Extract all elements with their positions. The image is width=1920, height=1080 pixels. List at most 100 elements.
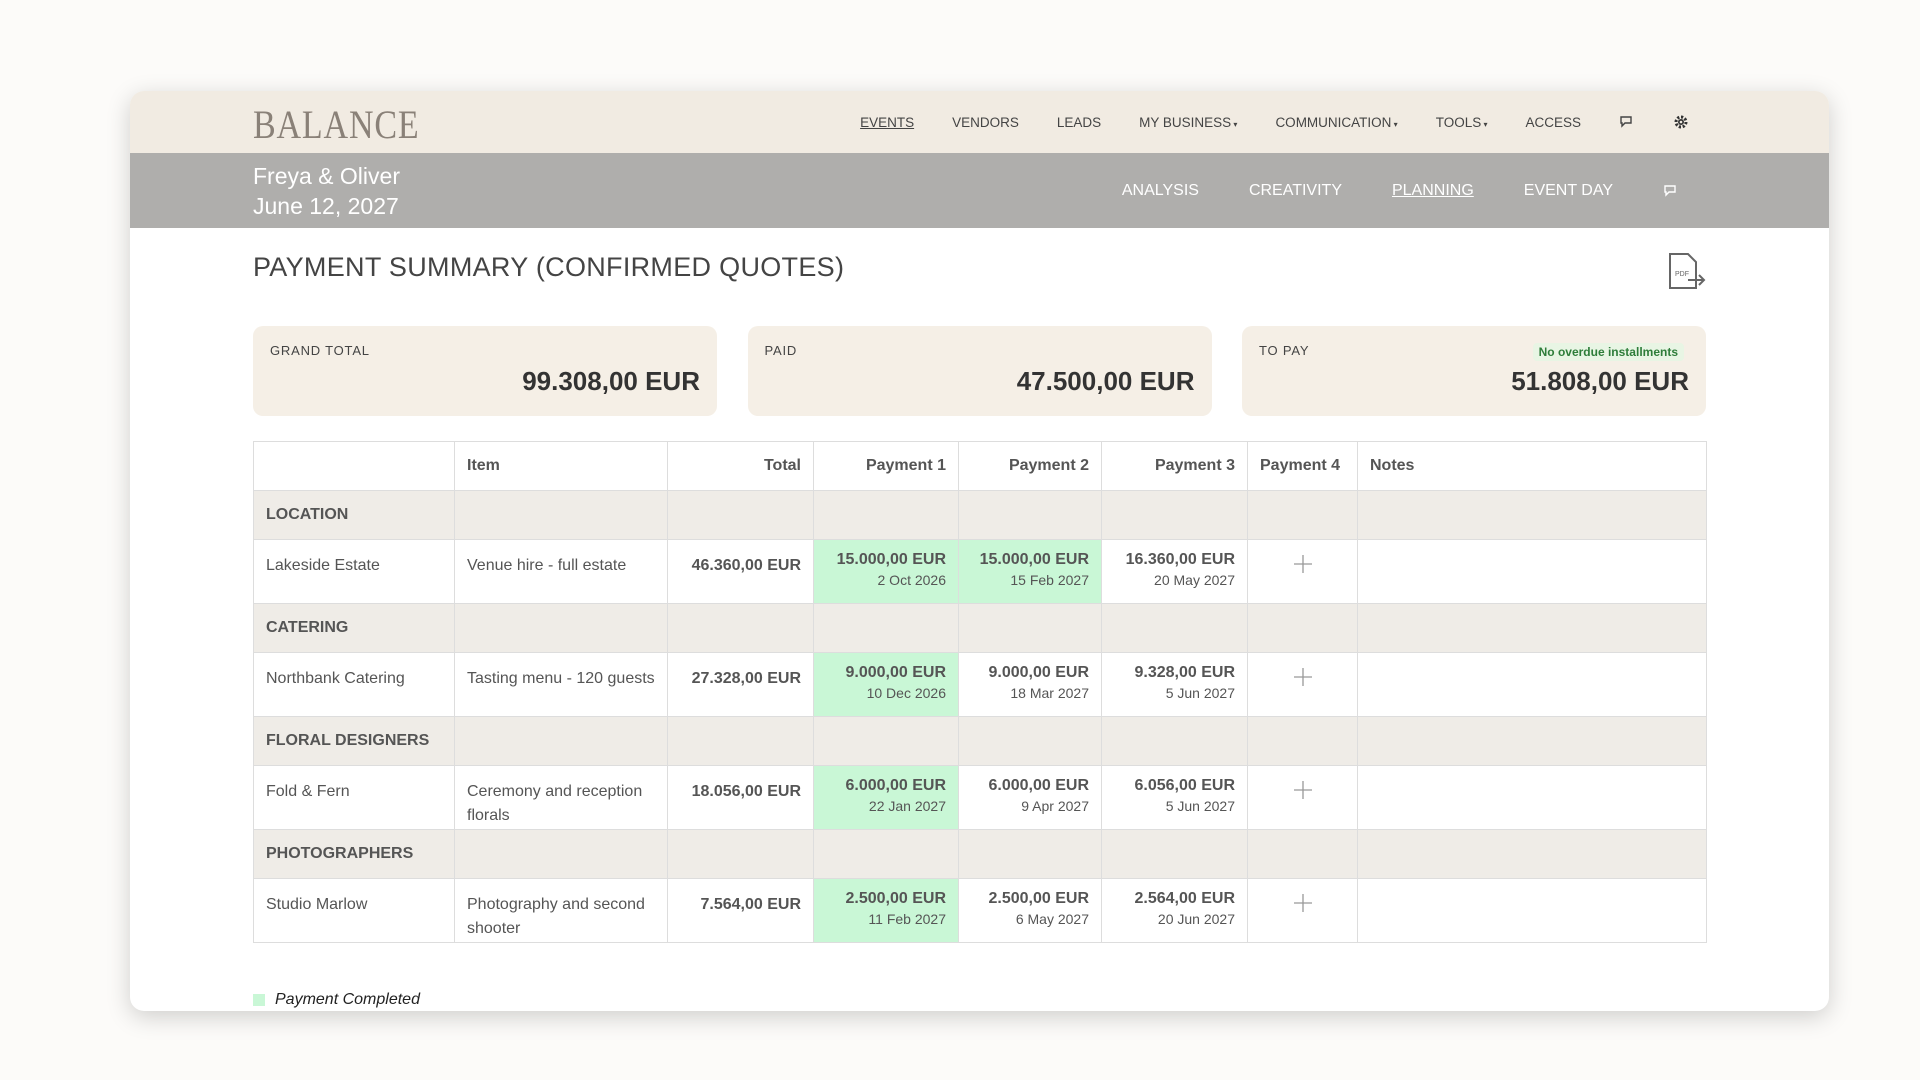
legend-label: Payment Completed bbox=[275, 991, 420, 1008]
empty-cell bbox=[1357, 490, 1707, 540]
empty-cell bbox=[667, 829, 814, 879]
payment-amount: 9.328,00 EUR bbox=[1134, 664, 1235, 681]
empty-cell bbox=[958, 603, 1102, 653]
item-row: Lakeside Estate Venue hire - full estate 4… bbox=[253, 539, 1707, 604]
item-row: Fold & Fern Ceremony and reception floral… bbox=[253, 765, 1707, 830]
payment-cell: 2.500,00 EUR 11 Feb 2027 bbox=[813, 878, 959, 943]
payment-amount: 6.056,00 EUR bbox=[1134, 777, 1235, 794]
add-payment[interactable] bbox=[1247, 652, 1358, 717]
payment-amount: 9.000,00 EUR bbox=[845, 664, 946, 681]
pdf-export[interactable]: PDF bbox=[1666, 252, 1708, 292]
empty-cell bbox=[1247, 603, 1358, 653]
plus-icon[interactable] bbox=[1293, 893, 1313, 913]
payment-amount: 2.564,00 EUR bbox=[1134, 890, 1235, 907]
total-cell: 18.056,00 EUR bbox=[667, 765, 814, 830]
summary-card: GRAND TOTAL 99.308,00 EUR bbox=[253, 326, 717, 416]
payment-cell: 2.564,00 EUR 20 Jun 2027 bbox=[1101, 878, 1248, 943]
payment-cell: 9.000,00 EUR 10 Dec 2026 bbox=[813, 652, 959, 717]
sub-nav-item[interactable]: ANALYSIS bbox=[1121, 181, 1199, 199]
notes-cell[interactable] bbox=[1357, 765, 1707, 830]
empty-cell bbox=[958, 829, 1102, 879]
payment-date: 9 Apr 2027 bbox=[1021, 798, 1089, 814]
payment-amount: 6.000,00 EUR bbox=[988, 777, 1089, 794]
payment-cell: 6.000,00 EUR 22 Jan 2027 bbox=[813, 765, 959, 830]
empty-cell bbox=[454, 603, 668, 653]
nav-item[interactable]: VENDORS bbox=[952, 114, 1019, 130]
group-name: FLORAL DESIGNERS bbox=[253, 716, 455, 766]
add-payment[interactable] bbox=[1247, 878, 1358, 943]
payment-cell: 16.360,00 EUR 20 May 2027 bbox=[1101, 539, 1248, 604]
empty-cell bbox=[454, 490, 668, 540]
nav-item[interactable]: EVENTS bbox=[860, 114, 915, 130]
empty-cell bbox=[1247, 490, 1358, 540]
payment-date: 20 Jun 2027 bbox=[1157, 911, 1235, 927]
summary-label: GRAND TOTAL bbox=[270, 343, 370, 358]
chat-icon[interactable] bbox=[1663, 183, 1679, 199]
nav-item[interactable]: ACCESS bbox=[1525, 114, 1581, 130]
vendor-cell: Lakeside Estate bbox=[253, 539, 455, 604]
payment-cell: 6.000,00 EUR 9 Apr 2027 bbox=[958, 765, 1102, 830]
payment-date: 5 Jun 2027 bbox=[1165, 685, 1235, 701]
nav-item[interactable]: COMMUNICATION ▾ bbox=[1275, 114, 1398, 130]
sub-nav-item[interactable]: CREATIVITY bbox=[1248, 181, 1342, 199]
nav-item[interactable]: LEADS bbox=[1056, 114, 1102, 130]
summary-card: PAID 47.500,00 EUR bbox=[747, 326, 1212, 416]
notes-cell[interactable] bbox=[1357, 878, 1707, 943]
header-cell bbox=[253, 441, 455, 491]
sub-nav-item[interactable]: EVENT DAY bbox=[1523, 181, 1613, 199]
sub-nav-item[interactable]: PLANNING bbox=[1391, 181, 1474, 199]
empty-cell bbox=[1101, 716, 1248, 766]
group-row: LOCATION bbox=[253, 490, 1707, 540]
payment-date: 2 Oct 2026 bbox=[877, 572, 947, 588]
empty-cell bbox=[667, 603, 814, 653]
group-name: CATERING bbox=[253, 603, 455, 653]
empty-cell bbox=[667, 490, 814, 540]
notes-cell[interactable] bbox=[1357, 652, 1707, 717]
page-title: PAYMENT SUMMARY (CONFIRMED QUOTES) bbox=[253, 252, 845, 282]
summary-value: 47.500,00 EUR bbox=[1016, 366, 1195, 396]
chat-icon[interactable] bbox=[1619, 114, 1635, 130]
group-row: FLORAL DESIGNERS bbox=[253, 716, 1707, 766]
payment-amount: 2.500,00 EUR bbox=[988, 890, 1089, 907]
payment-date: 18 Mar 2027 bbox=[1010, 685, 1089, 701]
empty-cell bbox=[1247, 829, 1358, 879]
header-cell: Payment 1 bbox=[813, 441, 959, 491]
payment-table: Item Total Payment 1 Payment 2 Payment 3 Paym… bbox=[253, 441, 1707, 943]
empty-cell bbox=[813, 603, 959, 653]
gear-icon[interactable] bbox=[1673, 114, 1689, 130]
event-name: Freya & Oliver bbox=[253, 163, 400, 189]
header-cell: Total bbox=[667, 441, 814, 491]
empty-cell bbox=[454, 716, 668, 766]
item-row: Northbank Catering Tasting menu - 120 gue… bbox=[253, 652, 1707, 717]
payment-amount: 15.000,00 EUR bbox=[979, 551, 1089, 568]
payment-date: 6 May 2027 bbox=[1015, 911, 1089, 927]
plus-icon[interactable] bbox=[1293, 780, 1313, 800]
svg-text:PDF: PDF bbox=[1675, 271, 1689, 278]
payment-cell: 15.000,00 EUR 2 Oct 2026 bbox=[813, 539, 959, 604]
empty-cell bbox=[958, 490, 1102, 540]
summary-card: TO PAY 51.808,00 EUR No overdue installmen… bbox=[1242, 326, 1706, 416]
plus-icon[interactable] bbox=[1293, 667, 1313, 687]
empty-cell bbox=[1101, 490, 1248, 540]
event-info: Freya & Oliver June 12, 2027 bbox=[253, 161, 400, 221]
empty-cell bbox=[454, 829, 668, 879]
logo[interactable]: BALANCE bbox=[253, 102, 420, 147]
empty-cell bbox=[1247, 716, 1358, 766]
notes-cell[interactable] bbox=[1357, 539, 1707, 604]
header-cell: Payment 3 bbox=[1101, 441, 1248, 491]
nav-item[interactable]: TOOLS ▾ bbox=[1435, 114, 1488, 130]
empty-cell bbox=[958, 716, 1102, 766]
add-payment[interactable] bbox=[1247, 765, 1358, 830]
payment-cell: 15.000,00 EUR 15 Feb 2027 bbox=[958, 539, 1102, 604]
payment-cell: 6.056,00 EUR 5 Jun 2027 bbox=[1101, 765, 1248, 830]
vendor-cell: Studio Marlow bbox=[253, 878, 455, 943]
payment-date: 11 Feb 2027 bbox=[868, 911, 946, 927]
nav-item[interactable]: MY BUSINESS ▾ bbox=[1139, 114, 1238, 130]
plus-icon[interactable] bbox=[1293, 554, 1313, 574]
empty-cell bbox=[1101, 603, 1248, 653]
payment-amount: 9.000,00 EUR bbox=[988, 664, 1089, 681]
add-payment[interactable] bbox=[1247, 539, 1358, 604]
header-cell: Payment 4 bbox=[1247, 441, 1358, 491]
empty-cell bbox=[1357, 829, 1707, 879]
